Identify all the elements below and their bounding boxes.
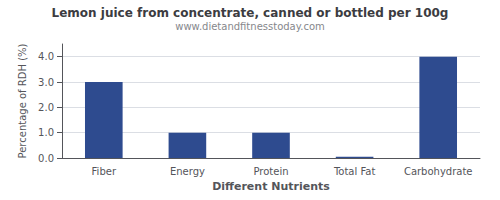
svg-text:Lemon juice from concentrate,: Lemon juice from concentrate, canned or … [52,6,449,20]
svg-text:Fiber: Fiber [92,166,117,177]
svg-text:Protein: Protein [253,166,288,177]
svg-text:Different Nutrients: Different Nutrients [212,180,330,193]
svg-text:1.0: 1.0 [38,127,54,138]
svg-text:3.0: 3.0 [38,77,54,88]
svg-text:0.0: 0.0 [38,153,54,164]
svg-text:Percentage of RDH (%): Percentage of RDH (%) [17,43,28,158]
svg-text:Total Fat: Total Fat [333,166,375,177]
svg-text:4.0: 4.0 [38,51,54,62]
svg-text:Energy: Energy [170,166,205,177]
svg-text:www.dietandfitnesstoday.com: www.dietandfitnesstoday.com [175,21,324,32]
svg-text:2.0: 2.0 [38,102,54,113]
svg-text:Carbohydrate: Carbohydrate [404,166,473,177]
